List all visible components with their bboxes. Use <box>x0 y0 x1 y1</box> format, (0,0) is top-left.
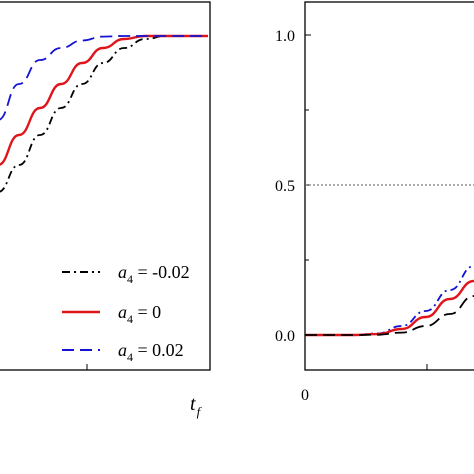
legend-label-1: a4 = 0 <box>118 302 161 326</box>
right-series-line-1 <box>305 279 474 337</box>
left-x-axis-label: tf <box>190 393 203 419</box>
left-series-line-2 <box>0 35 208 121</box>
right-plot-frame <box>304 1 474 371</box>
legend-label-0: a4 = -0.02 <box>118 262 190 286</box>
left-plot-frame <box>0 1 211 371</box>
right-y-tick-label: 0.5 <box>275 178 295 195</box>
left-legend: a4 = -0.02 a4 = 0 a4 = 0.02 <box>62 262 190 364</box>
left-series-line-0 <box>0 35 208 193</box>
right-series-line-2 <box>305 295 474 336</box>
right-y-tick-label: 0.0 <box>275 328 295 345</box>
left-panel: a4 = -0.02 a4 = 0 a4 = 0.02 tf <box>0 1 211 419</box>
legend-label-2: a4 = 0.02 <box>118 340 184 364</box>
x-axis-var: t <box>190 393 196 415</box>
right-panel: 0.0 0.5 1.0 0 <box>275 1 474 404</box>
right-x-tick-label: 0 <box>301 387 309 404</box>
x-axis-sub: f <box>197 404 203 419</box>
right-series-line-0 <box>305 265 474 336</box>
right-y-tick-label: 1.0 <box>275 28 295 45</box>
